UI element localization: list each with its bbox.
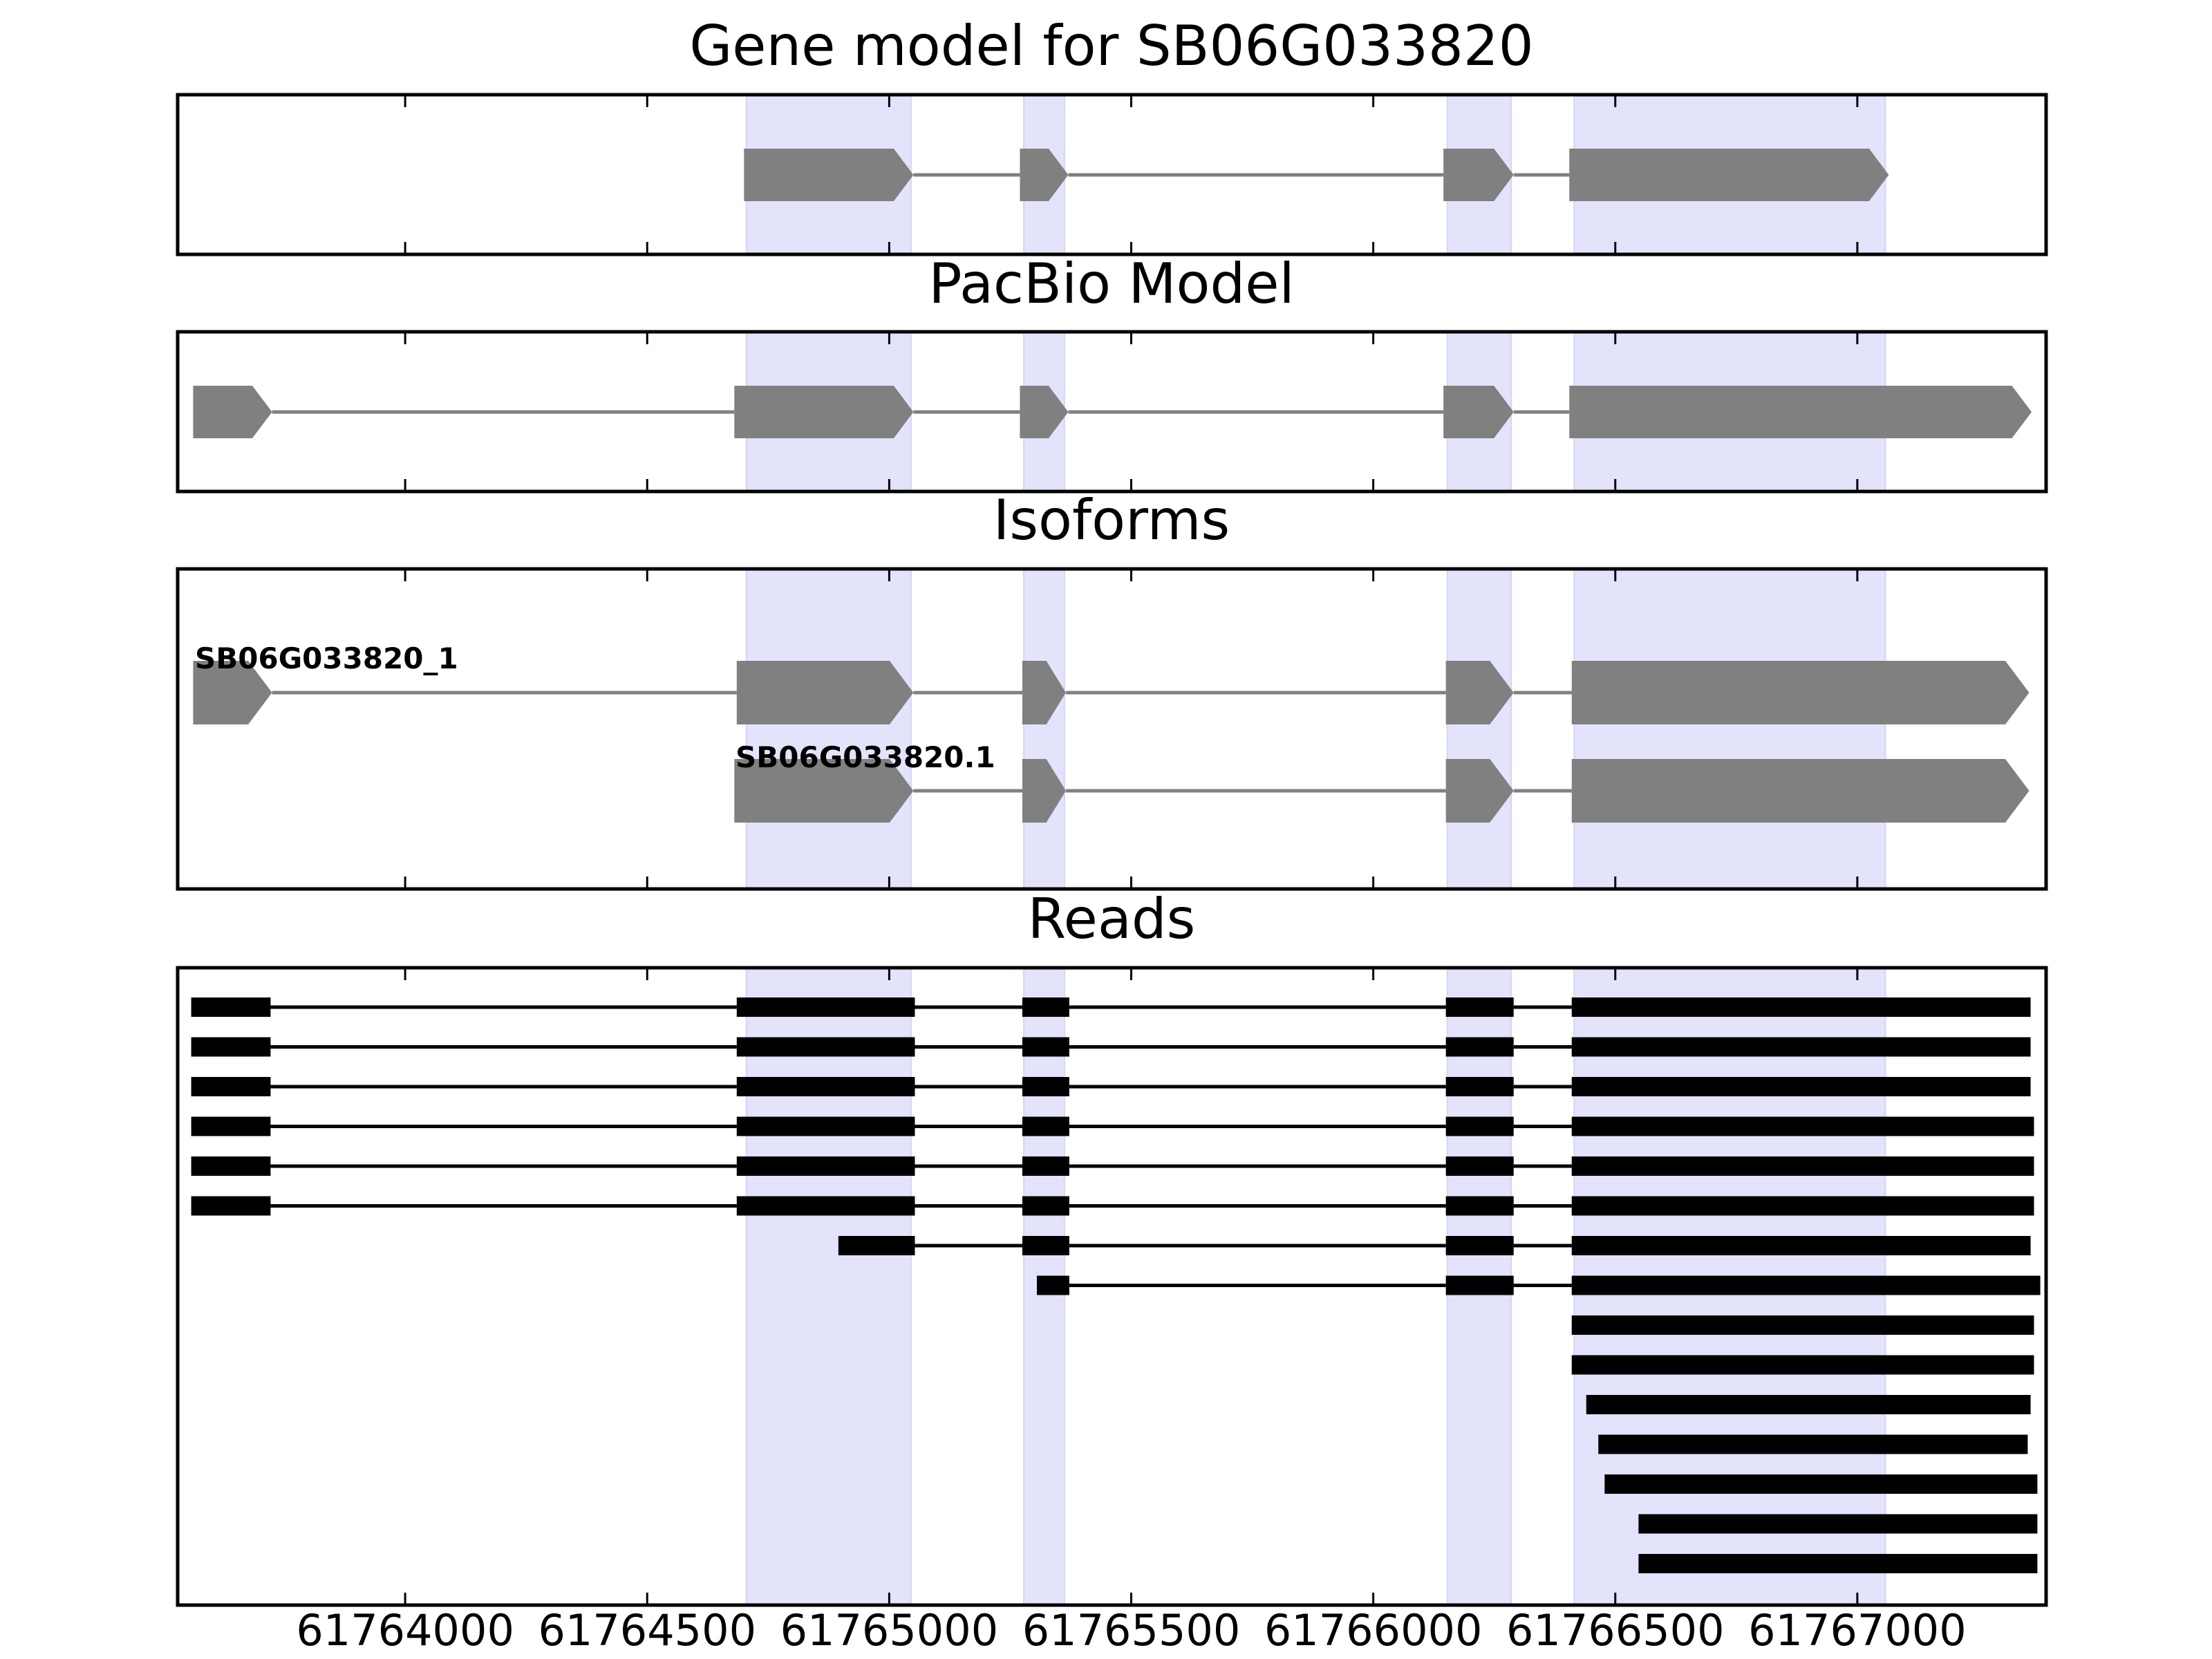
read-block (1445, 1037, 1514, 1057)
read-block (1571, 1037, 2031, 1057)
exon-arrow (1022, 759, 1066, 823)
gene-model-panel: Gene model for SB06G033820 (176, 14, 2048, 256)
gene-model-frame (176, 93, 2048, 256)
read-block (736, 1196, 915, 1216)
x-tick-label: 61765500 (1022, 1605, 1241, 1656)
pacbio-model-panel: PacBio Model (176, 252, 2048, 494)
isoforms-ticks (404, 569, 1859, 889)
x-tick-label: 61764500 (538, 1605, 756, 1656)
highlight-region (745, 568, 912, 890)
read-block (191, 1116, 271, 1136)
exon-arrow (1022, 661, 1066, 724)
exon-arrow (744, 149, 914, 201)
x-tick-label: 61765000 (780, 1605, 999, 1656)
reads-title: Reads (1028, 887, 1196, 951)
highlight-region (1446, 568, 1512, 890)
read-block (1445, 997, 1514, 1017)
read-block (1022, 1037, 1069, 1057)
isoform-1-label: SB06G033820_1 (195, 641, 458, 675)
read-block (1022, 1236, 1069, 1255)
read-block (1604, 1474, 2038, 1494)
exon-arrow (193, 661, 272, 724)
read-block (1445, 1116, 1514, 1136)
read-block (736, 1037, 915, 1057)
read-block (1586, 1395, 2031, 1414)
read-block (1598, 1434, 2028, 1454)
read-block (1571, 1156, 2034, 1176)
exon-arrow (1569, 149, 1889, 201)
exon-arrow (1020, 386, 1069, 438)
isoforms-title: Isoforms (993, 488, 1230, 552)
x-tick-label: 61767000 (1748, 1605, 1967, 1656)
read-block (1445, 1196, 1514, 1216)
read-block (1445, 1275, 1514, 1295)
read-block (191, 1196, 271, 1216)
exon-arrow (736, 661, 914, 724)
exon-arrow (1571, 661, 2030, 724)
reads-ticks (404, 968, 1859, 1605)
read-block (1022, 997, 1069, 1017)
read-block (191, 1077, 271, 1096)
read-block (1571, 1077, 2031, 1096)
pacbio-model-frame (176, 330, 2048, 494)
exon-arrow (1443, 386, 1514, 438)
exon-arrow (1445, 661, 1514, 724)
read-block (736, 1077, 915, 1096)
isoforms-frame (176, 567, 2048, 891)
x-tick-label: 61764000 (296, 1605, 514, 1656)
read-block (1571, 1315, 2034, 1335)
gene-model-features (744, 149, 1889, 201)
read-block (1638, 1514, 2038, 1534)
pacbio-model-title: PacBio Model (928, 252, 1294, 316)
read-block (1638, 1554, 2038, 1573)
exon-arrow (1445, 759, 1514, 823)
read-block (191, 997, 271, 1017)
reads-frame (176, 966, 2048, 1607)
highlight-region (745, 967, 912, 1606)
read-block (1571, 1236, 2031, 1255)
exon-arrow (1571, 759, 2030, 823)
exon-arrow (1569, 386, 2032, 438)
read-block (736, 1116, 915, 1136)
read-block (736, 1156, 915, 1176)
read-block (191, 1037, 271, 1057)
x-axis-tick-labels: 61764000 61764500 61765000 61765500 61766000… (296, 1605, 1966, 1656)
highlight-region (1573, 568, 1886, 890)
highlight-region (1023, 568, 1065, 890)
reads-features (191, 997, 2041, 1573)
read-block (1022, 1156, 1069, 1176)
read-block (1571, 1355, 2034, 1375)
read-block (1445, 1077, 1514, 1096)
x-tick-label: 61766500 (1506, 1605, 1725, 1656)
isoform-2-label: SB06G033820.1 (735, 740, 995, 774)
read-block (736, 997, 915, 1017)
exon-arrow (734, 386, 914, 438)
read-block (1022, 1077, 1069, 1096)
x-tick-label: 61766000 (1264, 1605, 1483, 1656)
gene-model-ticks (404, 95, 1859, 254)
isoforms-features (193, 661, 2030, 823)
read-block (1571, 1116, 2034, 1136)
pacbio-model-features (193, 386, 2032, 438)
exon-arrow (1443, 149, 1514, 201)
read-block (1571, 1275, 2041, 1295)
isoforms-highlights (745, 568, 1886, 890)
read-block (1022, 1116, 1069, 1136)
read-block (191, 1156, 271, 1176)
read-block (1571, 997, 2031, 1017)
read-block (1571, 1196, 2034, 1216)
reads-panel: Reads (176, 887, 2048, 1607)
read-block (1445, 1156, 1514, 1176)
read-block (1036, 1275, 1069, 1295)
pacbio-model-ticks (404, 332, 1859, 491)
exon-arrow (734, 759, 914, 823)
read-block (1445, 1236, 1514, 1255)
exon-arrow (1020, 149, 1069, 201)
read-block (1022, 1196, 1069, 1216)
read-block (838, 1236, 915, 1255)
isoforms-panel: Isoforms SB06G033820_1 SB06G033820.1 (176, 488, 2048, 891)
exon-arrow (193, 386, 272, 438)
gene-model-title: Gene model for SB06G033820 (689, 14, 1533, 78)
